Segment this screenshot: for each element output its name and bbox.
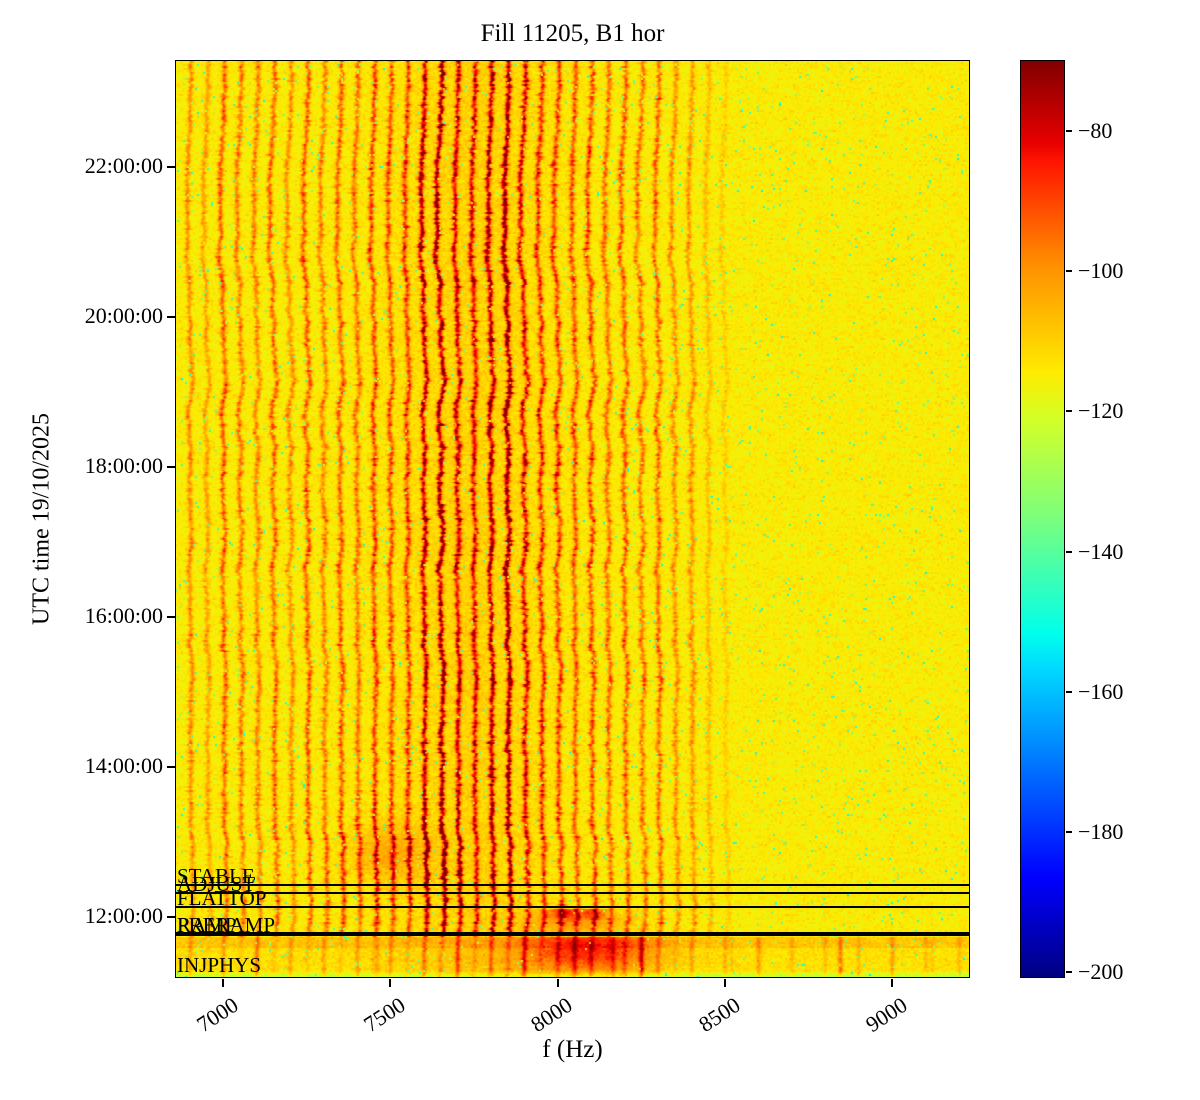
beam-mode-line-ramp	[175, 932, 970, 936]
colorbar-tick-label-180: −180	[1078, 819, 1124, 844]
y-tick-22	[167, 166, 175, 168]
colorbar	[1020, 60, 1065, 978]
chart-title: Fill 11205, B1 hor	[480, 20, 665, 47]
colorbar-tick-label-120: −120	[1078, 398, 1124, 423]
colorbar-tick-200	[1066, 971, 1072, 973]
beam-mode-line-flattop	[175, 906, 970, 908]
x-tick-9000	[891, 979, 893, 987]
x-tick-8000	[557, 979, 559, 987]
beam-mode-label-stable: STABLE	[177, 864, 255, 888]
colorbar-tick-label-200: −200	[1078, 959, 1124, 984]
beam-mode-label-preramp: PRERAMP	[177, 913, 276, 937]
y-axis-label: UTC time 19/10/2025	[28, 413, 55, 625]
colorbar-tick-120	[1066, 410, 1072, 412]
colorbar-tick-label-80: −80	[1078, 118, 1113, 143]
y-tick-12	[167, 916, 175, 918]
colorbar-tick-140	[1066, 551, 1072, 553]
x-tick-8500	[724, 979, 726, 987]
colorbar-frame	[1020, 60, 1065, 978]
colorbar-tick-label-100: −100	[1078, 258, 1124, 283]
y-tick-18	[167, 466, 175, 468]
beam-mode-label-ramp: RAMP	[177, 913, 237, 937]
beam-mode-label-injphys: INJPHYS	[177, 953, 262, 977]
colorbar-tick-label-140: −140	[1078, 539, 1124, 564]
spectrogram-canvas	[175, 60, 970, 978]
y-tick-14	[167, 766, 175, 768]
y-tick-label-12: 12:00:00	[84, 903, 163, 928]
colorbar-tick-80	[1066, 130, 1072, 132]
x-tick-7500	[389, 979, 391, 987]
beam-mode-line-adjust	[175, 892, 970, 894]
y-tick-label-18: 18:00:00	[84, 453, 163, 478]
colorbar-tick-label-160: −160	[1078, 679, 1124, 704]
colorbar-tick-180	[1066, 831, 1072, 833]
y-tick-label-16: 16:00:00	[84, 603, 163, 628]
y-tick-label-14: 14:00:00	[84, 753, 163, 778]
colorbar-tick-100	[1066, 270, 1072, 272]
y-tick-16	[167, 616, 175, 618]
y-tick-label-20: 20:00:00	[84, 303, 163, 328]
x-tick-7000	[222, 979, 224, 987]
y-tick-20	[167, 316, 175, 318]
plot-area: STABLE ADJUST FLATTOP PRERAMP RAMP INJPH…	[175, 60, 970, 978]
y-tick-label-22: 22:00:00	[84, 153, 163, 178]
beam-mode-line-stable	[175, 884, 970, 886]
x-axis-label: f (Hz)	[542, 1036, 603, 1063]
colorbar-tick-160	[1066, 691, 1072, 693]
